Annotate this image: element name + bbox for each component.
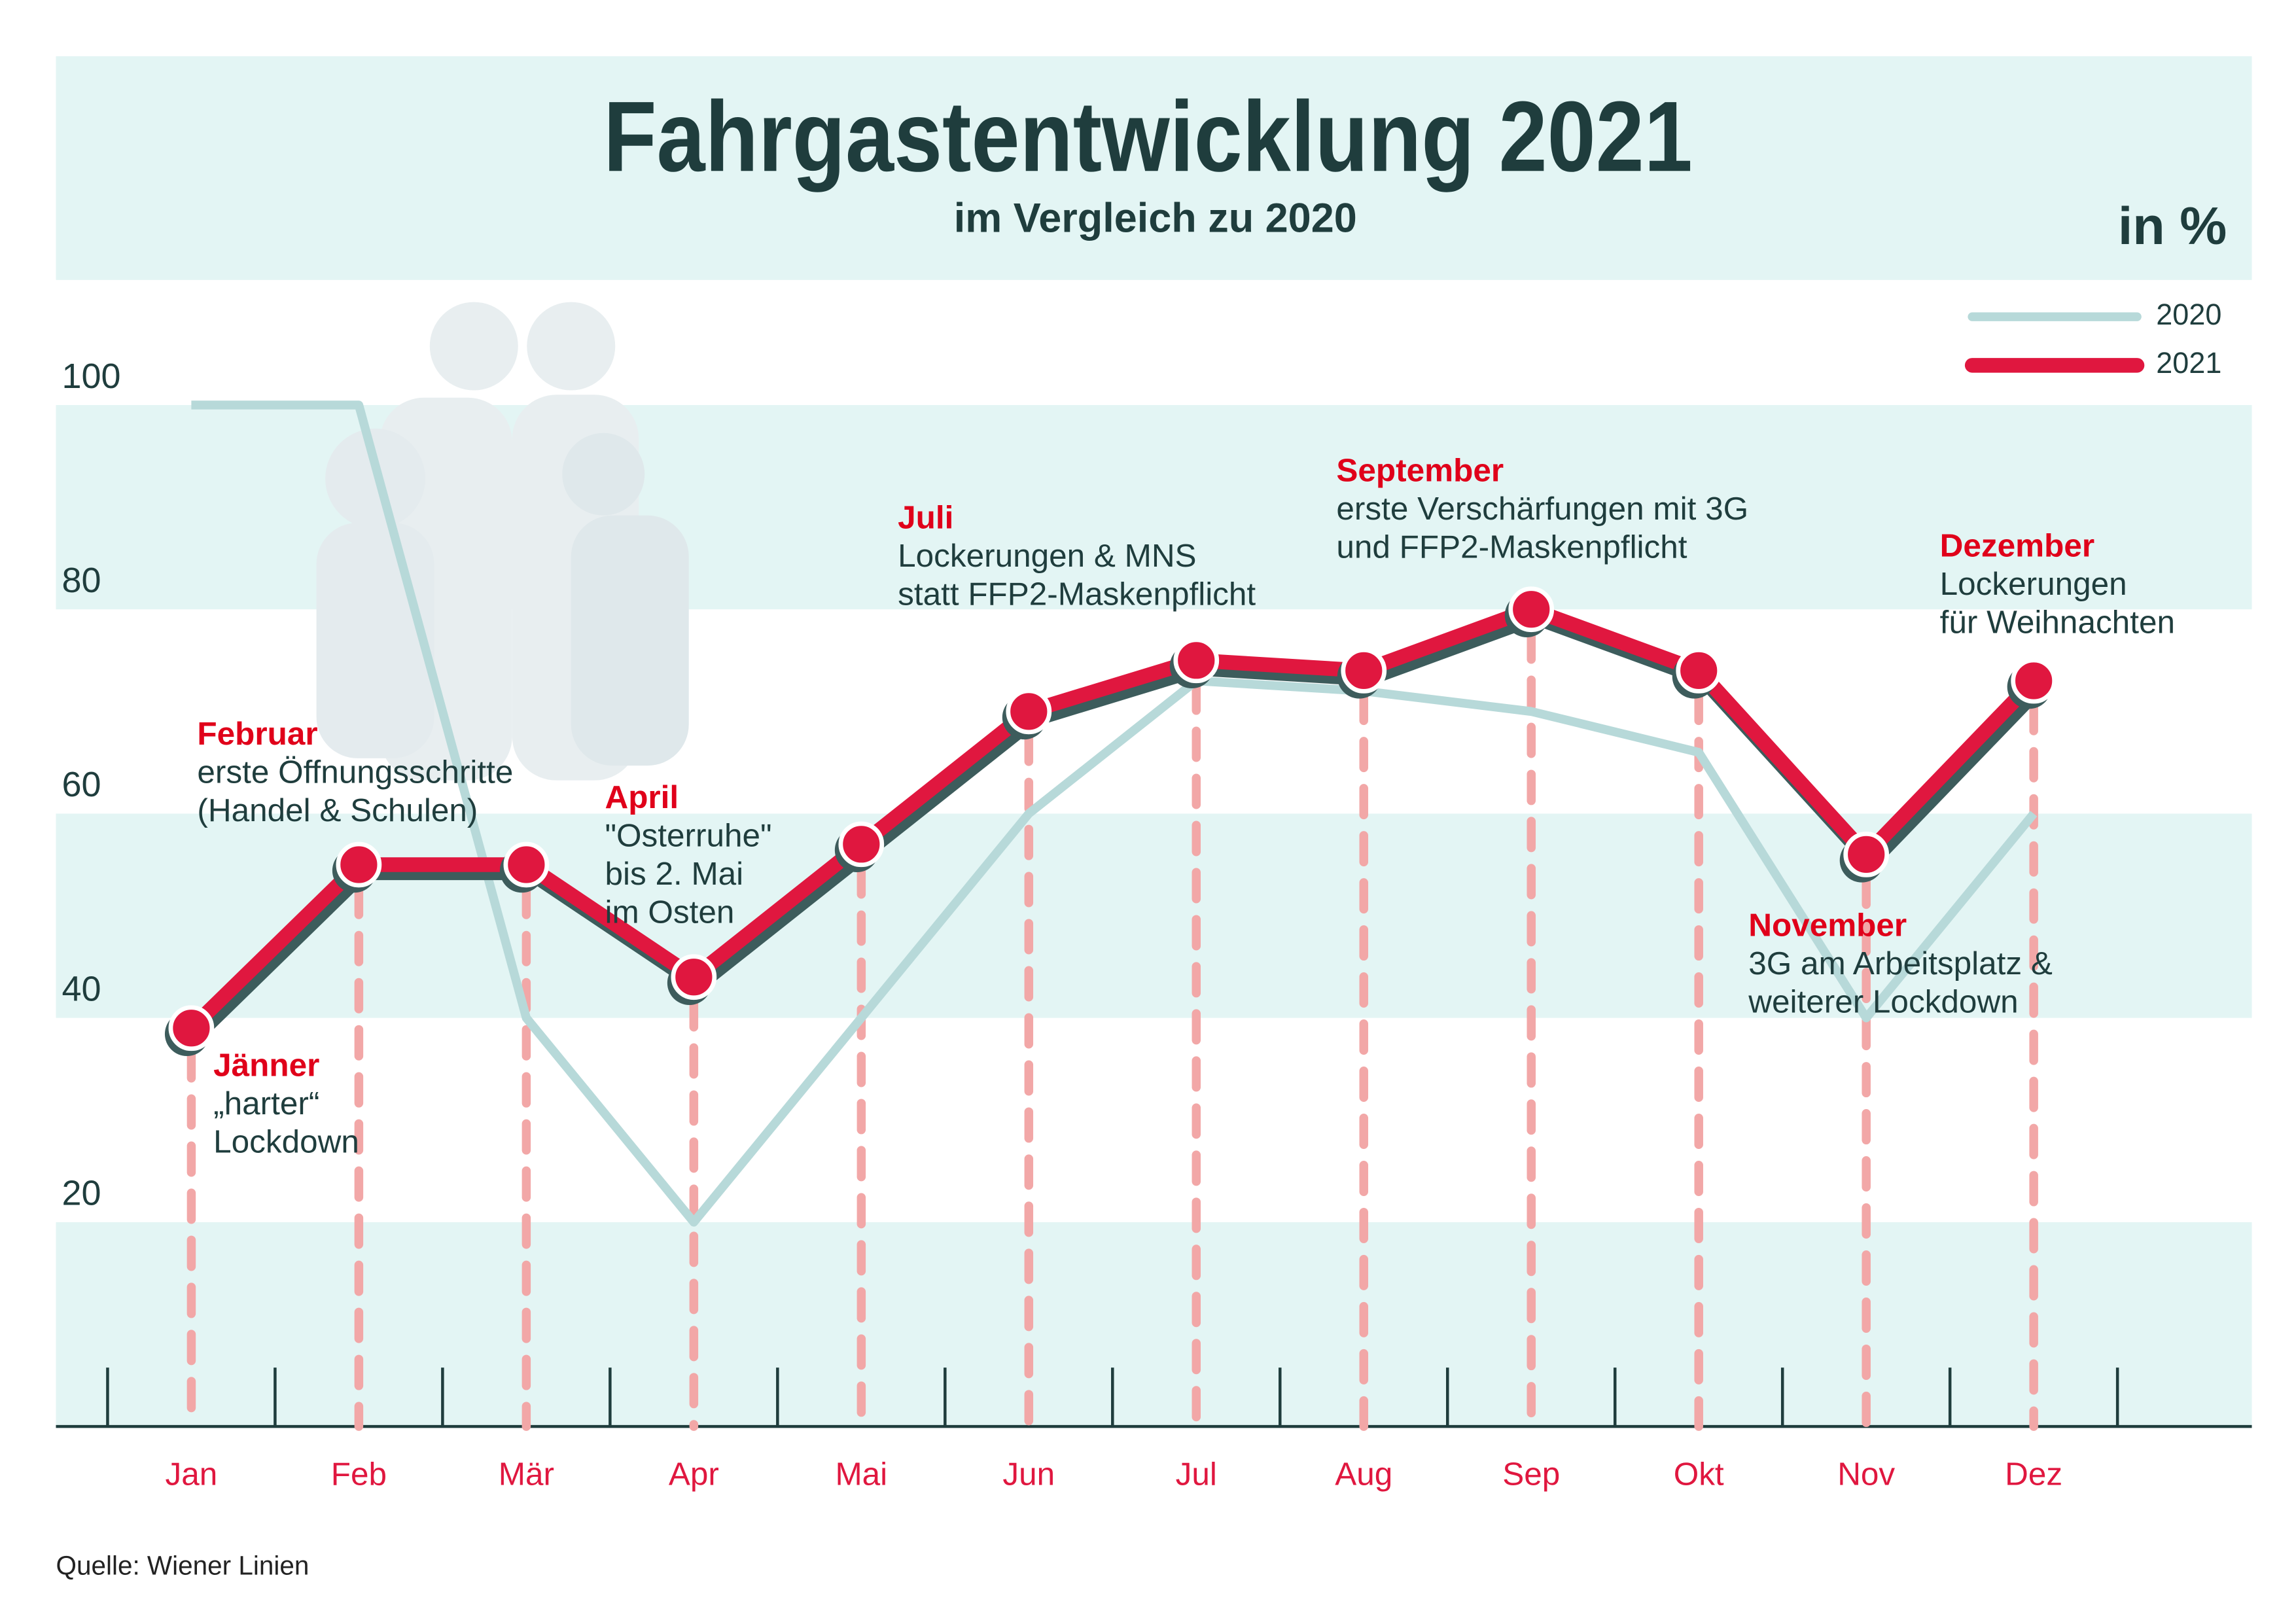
annotation-text: weiterer Lockdown <box>1748 984 2018 1020</box>
point <box>168 1005 215 1051</box>
line-2021 <box>186 602 2040 1034</box>
x-tick-label: Feb <box>331 1456 387 1492</box>
chart-title: Fahrgastentwicklung 2021 <box>603 81 1693 192</box>
chart-subtitle: im Vergleich zu 2020 <box>954 196 1357 241</box>
annotation-title: November <box>1748 908 1907 944</box>
line-2020 <box>191 400 2038 1227</box>
point <box>503 841 550 888</box>
annotation-text: Lockerungen & MNS <box>898 538 1196 574</box>
annotation-text: (Handel & Schulen) <box>197 792 478 828</box>
point <box>2011 658 2057 704</box>
annotation-text: bis 2. Mai <box>605 856 743 892</box>
annotation-title: Februar <box>197 716 317 752</box>
source: Quelle: Wiener Linien <box>56 1551 309 1581</box>
x-tick-label: Okt <box>1674 1456 1724 1492</box>
point <box>336 841 382 888</box>
header-band <box>56 56 2252 280</box>
people-silhouette <box>316 302 689 781</box>
grid-band <box>56 1222 2252 1427</box>
x-tick-label: Jul <box>1176 1456 1217 1492</box>
annotation-title: Jänner <box>213 1047 319 1083</box>
annotation-title: Dezember <box>1940 527 2094 563</box>
x-tick-label: Jun <box>1002 1456 1055 1492</box>
x-tick-label: Aug <box>1335 1456 1392 1492</box>
legend-label: 2021 <box>2156 346 2221 380</box>
annotation-text: Lockerungen <box>1940 566 2127 602</box>
x-tick-label: Apr <box>669 1456 719 1492</box>
annotation-text: erste Verschärfungen mit 3G <box>1336 491 1748 527</box>
point <box>838 821 885 868</box>
point <box>1341 648 1387 694</box>
unit-label: in % <box>2118 197 2227 256</box>
annotation-text: statt FFP2-Maskenpflicht <box>898 576 1256 612</box>
annotation-text: Lockdown <box>213 1123 359 1159</box>
annotation-title: April <box>605 779 679 815</box>
point <box>1843 832 1890 877</box>
x-tick-label: Mai <box>835 1456 887 1492</box>
annotation-title: September <box>1336 453 1504 489</box>
x-tick-label: Mär <box>499 1456 554 1492</box>
annotation-text: im Osten <box>605 894 734 930</box>
y-tick-label: 80 <box>62 561 101 600</box>
annotation-title: Juli <box>898 500 953 536</box>
legend-label: 2020 <box>2156 298 2221 331</box>
annotation-text: erste Öffnungsschritte <box>197 754 513 790</box>
x-tick-label: Jan <box>166 1456 218 1492</box>
y-tick-label: 40 <box>62 969 101 1008</box>
point <box>1508 586 1555 633</box>
point <box>1676 648 1722 694</box>
x-tick-label: Nov <box>1837 1456 1895 1492</box>
point <box>1006 688 1052 735</box>
annotation-text: 3G am Arbeitsplatz & <box>1748 945 2053 981</box>
annotation-text: „harter“ <box>213 1086 319 1121</box>
annotation-text: "Osterruhe" <box>605 817 771 853</box>
y-tick-label: 60 <box>62 765 101 804</box>
point <box>671 954 717 1000</box>
y-tick-label: 100 <box>62 357 120 396</box>
annotation-text: für Weihnachten <box>1940 604 2175 640</box>
annotation-text: und FFP2-Maskenpflicht <box>1336 529 1687 565</box>
point <box>1173 637 1220 684</box>
x-tick-label: Sep <box>1502 1456 1560 1492</box>
y-tick-label: 20 <box>62 1174 101 1213</box>
x-tick-label: Dez <box>2005 1456 2062 1492</box>
